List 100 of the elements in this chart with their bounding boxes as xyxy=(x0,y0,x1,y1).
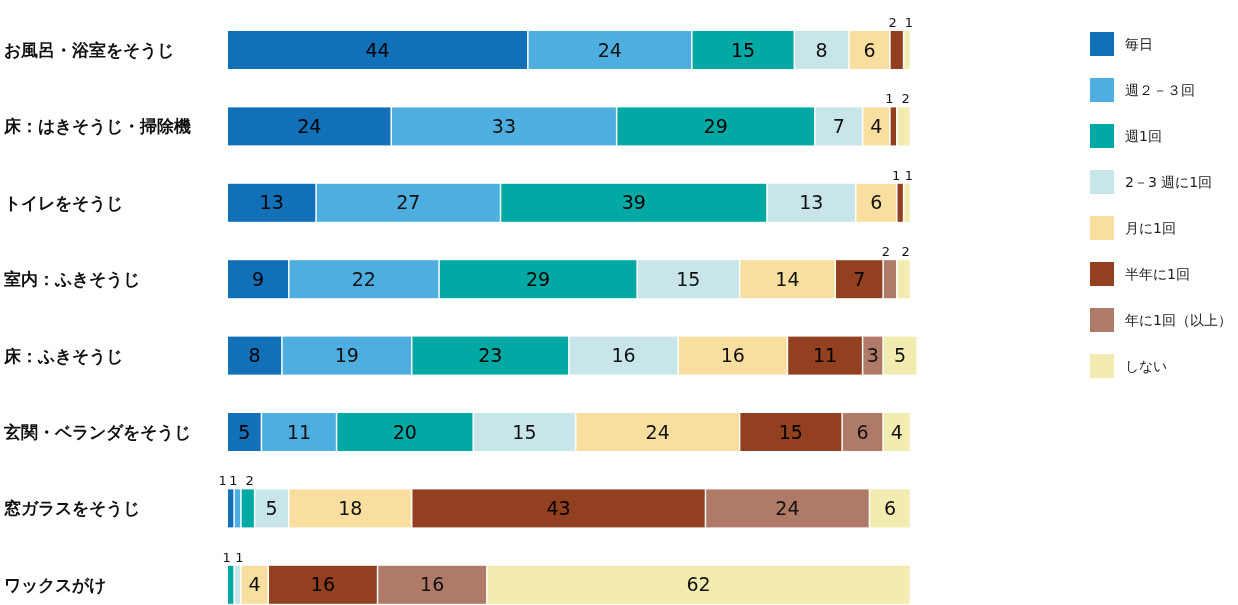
data-label: 8 xyxy=(815,38,828,61)
data-label: 1 xyxy=(235,549,244,565)
bar xyxy=(289,260,439,299)
bar xyxy=(282,336,411,375)
bar xyxy=(501,183,767,222)
bar xyxy=(378,565,487,604)
data-label: 43 xyxy=(546,497,571,520)
legend-label: 週２－３回 xyxy=(1125,81,1195,98)
bar xyxy=(795,31,849,69)
bar xyxy=(692,31,794,69)
data-label: 6 xyxy=(883,497,896,520)
bar xyxy=(637,260,739,299)
data-label: 27 xyxy=(396,191,421,214)
bar xyxy=(228,183,316,222)
bar xyxy=(228,489,234,528)
y-tick-label: 玄関・ベランダをそうじ xyxy=(3,421,191,442)
data-label: 16 xyxy=(720,344,745,367)
bar xyxy=(576,413,739,451)
data-label: 18 xyxy=(338,497,363,520)
bar xyxy=(255,489,288,528)
data-label: 33 xyxy=(491,115,517,138)
bar xyxy=(228,565,234,604)
data-label: 16 xyxy=(611,344,636,367)
data-label: 24 xyxy=(775,497,800,520)
data-label: 1 xyxy=(229,473,238,489)
bar xyxy=(228,336,282,375)
data-label: 6 xyxy=(856,420,869,443)
y-tick-label: トイレをそうじ xyxy=(4,192,123,213)
data-label: 2 xyxy=(881,244,891,260)
data-label: 1 xyxy=(222,549,231,565)
data-label: 4 xyxy=(890,420,903,443)
data-label: 29 xyxy=(526,267,551,290)
bar xyxy=(815,107,862,146)
bar xyxy=(228,31,528,69)
data-label: 2 xyxy=(245,473,254,489)
data-label: 11 xyxy=(812,344,838,367)
legend-label: 毎日 xyxy=(1125,35,1153,52)
data-label: 4 xyxy=(248,573,261,596)
bar xyxy=(904,31,910,69)
data-label: 4 xyxy=(870,115,883,138)
bar xyxy=(788,336,862,375)
data-label: 7 xyxy=(853,267,866,290)
data-label: 9 xyxy=(251,267,265,290)
bar xyxy=(740,413,842,451)
bar xyxy=(842,413,883,451)
bar xyxy=(836,260,883,299)
data-label: 8 xyxy=(248,344,261,367)
bar xyxy=(228,107,391,146)
data-label: 1 xyxy=(218,473,227,489)
bar xyxy=(890,107,896,146)
data-label: 7 xyxy=(832,115,845,138)
y-tick-label: ワックスがけ xyxy=(4,574,106,595)
legend-label: 年に1回（以上） xyxy=(1125,311,1232,328)
legend-label: 2－3 週に1回 xyxy=(1125,173,1213,190)
legend-label: しない xyxy=(1125,357,1167,374)
bar xyxy=(268,565,377,604)
data-label: 15 xyxy=(730,38,756,61)
bar xyxy=(883,413,910,451)
data-label: 5 xyxy=(265,497,278,520)
bar xyxy=(528,31,692,69)
data-label: 16 xyxy=(420,573,445,596)
bar xyxy=(897,107,910,146)
bar xyxy=(228,413,261,451)
y-tick-label: 室内：ふきそうじ xyxy=(4,269,140,290)
data-label: 3 xyxy=(866,344,879,367)
data-label: 15 xyxy=(778,420,803,443)
bar xyxy=(897,260,910,299)
data-label: 62 xyxy=(686,573,711,596)
data-label: 1 xyxy=(885,91,894,107)
bar xyxy=(439,260,637,299)
legend-label: 半年に1回 xyxy=(1125,265,1190,282)
bar xyxy=(473,413,575,451)
legend-label: 週1回 xyxy=(1125,127,1162,144)
data-label: 44 xyxy=(365,38,390,61)
bar xyxy=(391,107,616,146)
bar xyxy=(569,336,678,375)
bar xyxy=(234,489,241,528)
legend-label: 月に1回 xyxy=(1125,219,1176,236)
bar xyxy=(870,489,910,528)
bar xyxy=(883,260,897,299)
data-label: 5 xyxy=(894,344,907,367)
bar xyxy=(412,336,569,375)
bar xyxy=(262,413,336,451)
data-label: 14 xyxy=(775,267,800,290)
y-tick-label: 床：ふきそうじ xyxy=(3,345,123,366)
bar xyxy=(863,107,890,146)
data-label: 6 xyxy=(863,38,876,61)
bar xyxy=(890,31,903,69)
data-label: 1 xyxy=(904,15,914,30)
y-tick-label: 床：はきそうじ・掃除機 xyxy=(3,116,191,137)
data-label: 1 xyxy=(904,167,914,183)
bar xyxy=(883,336,917,375)
data-label: 16 xyxy=(310,573,335,596)
data-label: 5 xyxy=(238,420,251,443)
data-label: 24 xyxy=(297,115,322,138)
y-tick-label: 窓ガラスをそうじ xyxy=(4,498,140,519)
bar xyxy=(904,183,910,222)
data-label: 23 xyxy=(478,344,503,367)
data-label: 22 xyxy=(351,267,376,290)
bar xyxy=(412,489,705,528)
